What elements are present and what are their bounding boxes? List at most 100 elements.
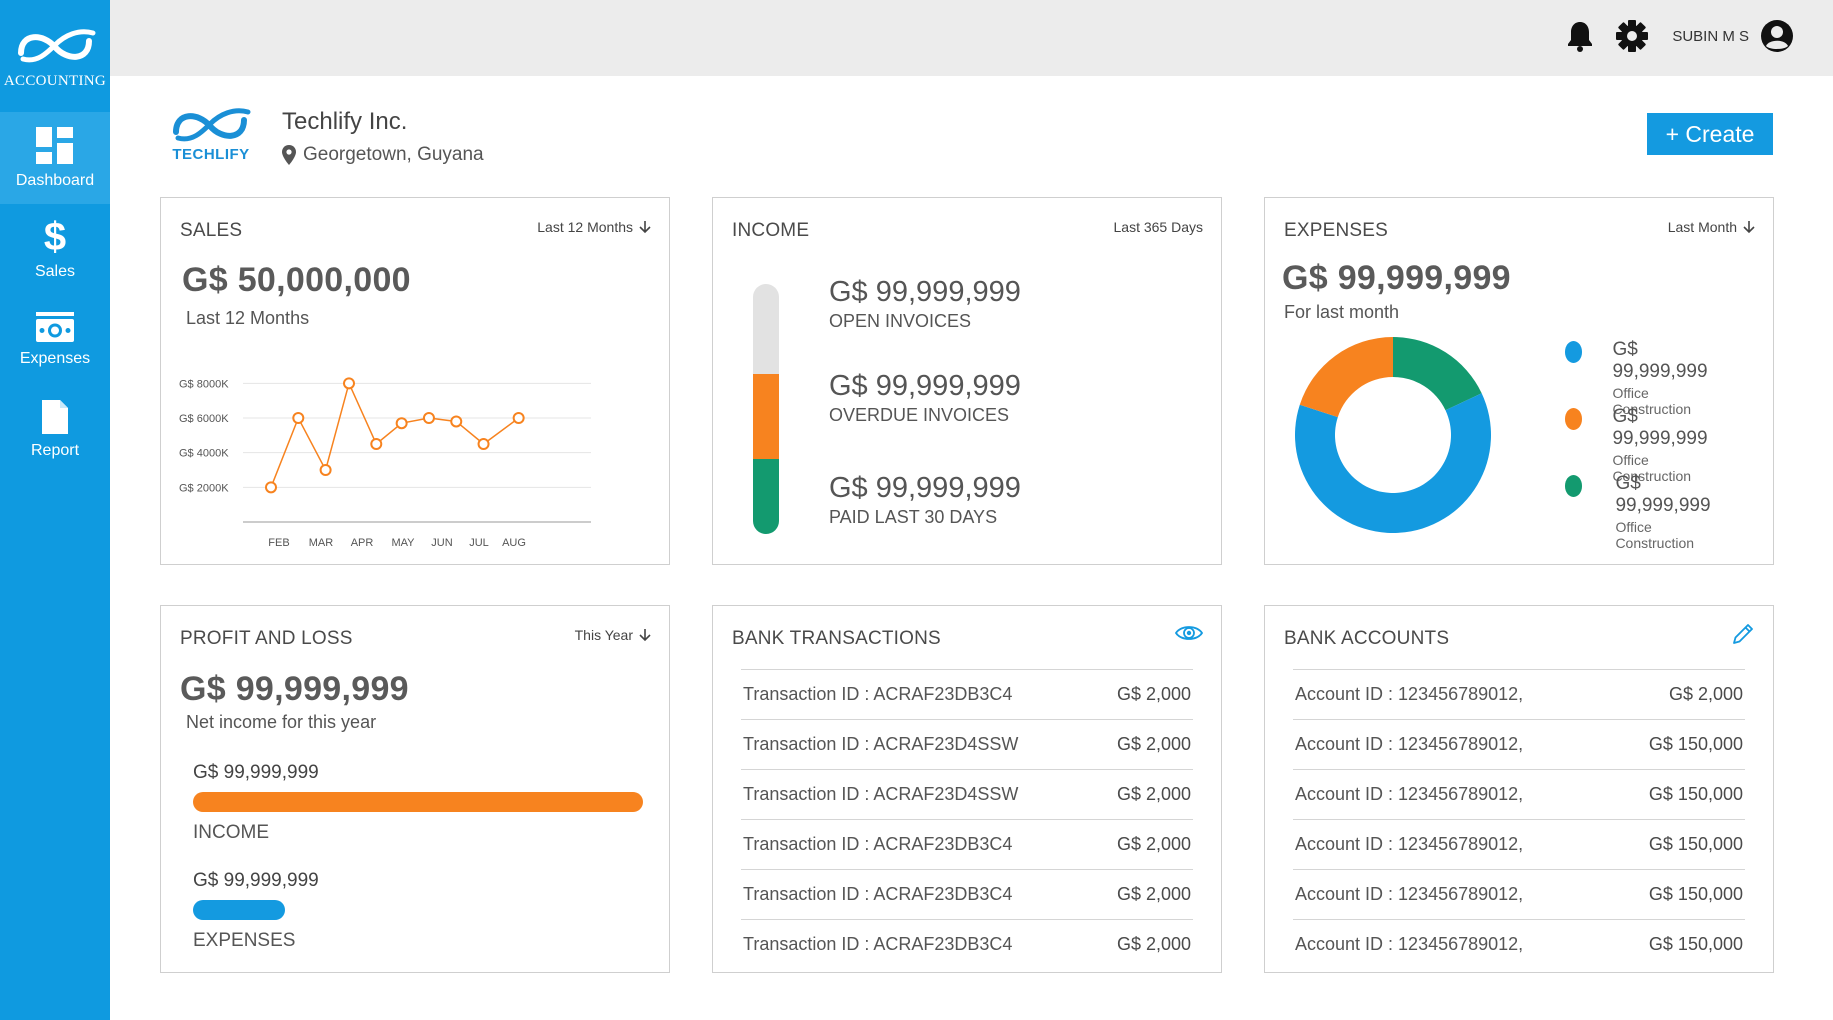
income-stacked-bar (753, 284, 779, 534)
settings-button[interactable] (1614, 18, 1650, 54)
donut-slice (1393, 337, 1482, 411)
account-id: Account ID : 123456789012, (1295, 784, 1524, 804)
income-open-label: OPEN INVOICES (829, 311, 972, 331)
sales-amount: G$ 50,000,000 (182, 261, 411, 299)
income-paid-label: PAID LAST 30 DAYS (829, 507, 998, 527)
transaction-amount: G$ 2,000 (1116, 884, 1191, 904)
profit-loss-income-row: G$ 99,999,999 INCOME (193, 762, 643, 844)
income-open-invoices[interactable]: G$ 99,999,999 OPEN INVOICES (829, 276, 1021, 332)
pencil-icon (1733, 624, 1753, 644)
list-item[interactable]: Account ID : 123456789012, G$ 150,000 (1293, 919, 1745, 969)
x-tick-label: FEB (268, 537, 289, 549)
brand-label: ACCOUNTING (3, 72, 107, 89)
list-item[interactable]: Transaction ID : ACRAF23DB3C4 G$ 2,000 (741, 869, 1193, 919)
arrow-down-icon (639, 221, 651, 234)
user-name[interactable]: SUBIN M S (1672, 27, 1749, 45)
income-paid-last-30-days[interactable]: G$ 99,999,999 PAID LAST 30 DAYS (829, 472, 1021, 528)
nav-expenses-label: Expenses (19, 350, 91, 367)
location-pin-icon (282, 145, 296, 165)
data-point (422, 412, 435, 424)
x-tick-label: APR (351, 537, 374, 549)
income-segments (753, 284, 779, 534)
x-tick-label: JUL (469, 537, 489, 549)
profit-loss-income-bar (193, 792, 643, 812)
transaction-id: Transaction ID : ACRAF23D4SSW (743, 734, 1019, 754)
legend-dot (1565, 341, 1583, 363)
eye-icon (1174, 626, 1204, 640)
income-filter[interactable]: Last 365 Days (1114, 219, 1204, 235)
money-bill-icon (36, 312, 74, 342)
legend-item[interactable]: G$ 99,999,999 Office Construction (1565, 473, 1715, 551)
bank-transactions-title: BANK TRANSACTIONS (732, 628, 941, 649)
nav-sales[interactable]: $ Sales (0, 204, 110, 294)
legend-text: G$ 99,999,999 Office Construction (1615, 473, 1715, 551)
x-tick-label: MAY (391, 537, 415, 549)
profit-loss-income-label: INCOME (193, 822, 269, 843)
account-id: Account ID : 123456789012, (1295, 834, 1524, 854)
account-id: Account ID : 123456789012, (1295, 884, 1524, 904)
x-tick-label: JUN (431, 537, 452, 549)
create-button[interactable]: + Create (1647, 113, 1773, 155)
legend-item[interactable]: G$ 99,999,999 Office Construction (1565, 339, 1712, 417)
arrow-down-icon (639, 629, 651, 642)
income-overdue-amount: G$ 99,999,999 (829, 370, 1021, 402)
sales-subtitle: Last 12 Months (186, 308, 310, 328)
profit-loss-expenses-value: G$ 99,999,999 (193, 870, 319, 891)
account-amount: G$ 150,000 (1648, 834, 1743, 854)
user-avatar[interactable] (1759, 18, 1795, 54)
legend-item[interactable]: G$ 99,999,999 Office Construction (1565, 406, 1712, 484)
data-point (370, 438, 383, 450)
x-tick-label: MAR (309, 537, 334, 549)
list-item[interactable]: Transaction ID : ACRAF23DB3C4 G$ 2,000 (741, 919, 1193, 969)
transaction-amount: G$ 2,000 (1116, 734, 1191, 754)
income-overdue-label: OVERDUE INVOICES (829, 405, 1010, 425)
list-item[interactable]: Account ID : 123456789012, G$ 150,000 (1293, 769, 1745, 819)
account-amount: G$ 150,000 (1648, 784, 1743, 804)
list-item[interactable]: Account ID : 123456789012, G$ 150,000 (1293, 719, 1745, 769)
profit-loss-filter[interactable]: This Year (575, 627, 651, 643)
y-tick-label: G$ 2000K (179, 482, 229, 494)
legend-label: Office Construction (1612, 385, 1692, 417)
expenses-card: EXPENSES Last Month G$ 99,999,999 For la… (1264, 197, 1774, 565)
nav-expenses[interactable]: Expenses (0, 294, 110, 384)
company-location-text: Georgetown, Guyana (303, 144, 484, 165)
company-logo: TECHLIFY (168, 104, 254, 168)
company-header: TECHLIFY Techlify Inc. Georgetown, Guyan… (168, 104, 484, 168)
data-point (395, 417, 408, 430)
bank-accounts-list: Account ID : 123456789012, G$ 2,000 Accou… (1293, 669, 1745, 969)
list-item[interactable]: Account ID : 123456789012, G$ 2,000 (1293, 669, 1745, 719)
list-item[interactable]: Transaction ID : ACRAF23DB3C4 G$ 2,000 (741, 669, 1193, 719)
income-filter-label: Last 365 Days (1113, 219, 1204, 235)
edit-accounts-button[interactable] (1731, 622, 1755, 651)
expenses-filter[interactable]: Last Month (1668, 219, 1755, 235)
profit-loss-title: PROFIT AND LOSS (180, 628, 353, 649)
transaction-amount: G$ 2,000 (1116, 684, 1191, 704)
profit-loss-amount: G$ 99,999,999 (180, 670, 409, 708)
list-item[interactable]: Transaction ID : ACRAF23D4SSW G$ 2,000 (741, 719, 1193, 769)
nav-report[interactable]: Report (0, 384, 110, 474)
legend-label: Office Construction (1615, 519, 1695, 551)
list-item[interactable]: Transaction ID : ACRAF23DB3C4 G$ 2,000 (741, 819, 1193, 869)
transaction-amount: G$ 2,000 (1116, 934, 1191, 954)
profit-loss-subtitle: Net income for this year (186, 712, 377, 732)
nav-dashboard[interactable]: Dashboard (0, 112, 110, 204)
list-item[interactable]: Transaction ID : ACRAF23D4SSW G$ 2,000 (741, 769, 1193, 819)
notifications-button[interactable] (1562, 18, 1598, 54)
transaction-id: Transaction ID : ACRAF23DB3C4 (743, 884, 1013, 904)
income-overdue-invoices[interactable]: G$ 99,999,999 OVERDUE INVOICES (829, 370, 1021, 426)
transaction-id: Transaction ID : ACRAF23DB3C4 (743, 934, 1013, 954)
transaction-amount: G$ 2,000 (1116, 784, 1191, 804)
bank-transactions-list: Transaction ID : ACRAF23DB3C4 G$ 2,000 Tr… (741, 669, 1193, 969)
data-point (319, 464, 332, 476)
list-item[interactable]: Account ID : 123456789012, G$ 150,000 (1293, 869, 1745, 919)
nav-dashboard-label: Dashboard (15, 172, 95, 189)
view-transactions-button[interactable] (1174, 622, 1204, 649)
donut-slice (1299, 337, 1393, 418)
bell-icon (1568, 22, 1593, 52)
topbar-actions: SUBIN M S (1546, 18, 1795, 54)
sales-line-chart: G$ 8000K G$ 6000K G$ 4000K G$ 2000K FEB MAR AP… (179, 377, 591, 549)
brand[interactable]: ACCOUNTING (0, 0, 110, 112)
list-item[interactable]: Account ID : 123456789012, G$ 150,000 (1293, 819, 1745, 869)
sales-filter[interactable]: Last 12 Months (537, 219, 651, 235)
